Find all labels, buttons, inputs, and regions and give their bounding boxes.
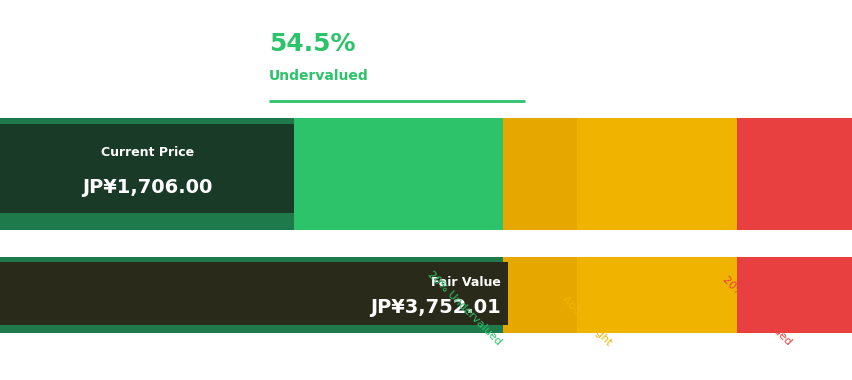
Bar xyxy=(576,256,736,332)
Text: About Right: About Right xyxy=(559,293,613,347)
Bar xyxy=(503,256,576,332)
Bar xyxy=(0,124,294,213)
Bar xyxy=(294,118,503,230)
Text: 54.5%: 54.5% xyxy=(268,32,354,56)
Bar xyxy=(576,118,736,230)
Bar xyxy=(736,118,852,230)
Text: JP¥3,752.01: JP¥3,752.01 xyxy=(370,298,500,317)
Text: JP¥1,706.00: JP¥1,706.00 xyxy=(82,178,212,197)
Bar xyxy=(0,262,507,325)
Bar xyxy=(736,256,852,332)
Text: 20% Overvalued: 20% Overvalued xyxy=(720,274,792,347)
Text: Undervalued: Undervalued xyxy=(268,69,368,83)
Bar xyxy=(0,118,294,230)
Text: Fair Value: Fair Value xyxy=(430,276,500,289)
Text: Current Price: Current Price xyxy=(101,146,193,158)
Bar xyxy=(0,256,503,332)
Bar xyxy=(503,118,576,230)
Text: 20% Undervalued: 20% Undervalued xyxy=(425,269,503,347)
